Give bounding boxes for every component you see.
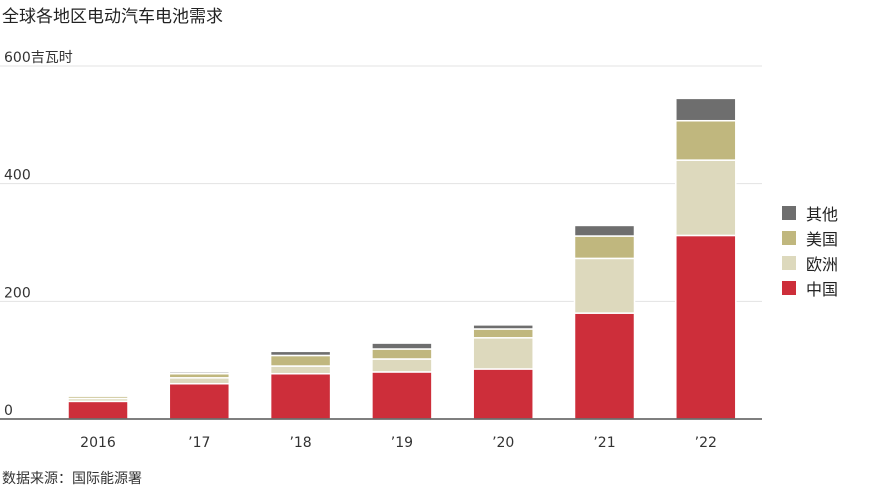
bar-segment — [573, 235, 636, 260]
legend-swatch-usa — [782, 230, 796, 245]
legend-item-china: 中国 — [782, 275, 838, 300]
bar-segment — [371, 342, 433, 350]
y-tick-label: 200 — [4, 285, 31, 301]
bar-segment — [675, 119, 737, 161]
legend-label-china: 中国 — [806, 279, 839, 299]
bar-segment — [269, 350, 332, 357]
legend-swatch-other — [782, 205, 796, 220]
bar-segment — [472, 368, 534, 420]
bar-segment — [168, 377, 231, 385]
x-tick-label: ’21 — [593, 435, 615, 451]
bar-segment — [573, 224, 636, 237]
bar-segment — [472, 324, 534, 330]
bar-segment — [67, 400, 129, 420]
bar-segment — [168, 382, 231, 420]
bar-segment — [269, 354, 332, 367]
x-tick-label: ’18 — [289, 435, 311, 451]
y-tick-label: 400 — [4, 168, 31, 184]
legend-label-europe: 欧洲 — [806, 254, 839, 274]
bar-segment — [573, 257, 636, 314]
bar-segment — [269, 372, 332, 420]
legend-swatch-europe — [782, 255, 796, 270]
x-tick-label: ’20 — [492, 435, 514, 451]
chart-title: 全球各地区电动汽车电池需求 — [2, 7, 223, 27]
bar-segment — [371, 358, 433, 373]
y-tick-label: 600吉瓦时 — [4, 50, 73, 66]
bar-segment — [675, 159, 737, 237]
x-tick-label: ’17 — [188, 435, 210, 451]
bar-segment — [371, 348, 433, 360]
bar-segment — [472, 328, 534, 339]
bar-segment — [67, 394, 129, 397]
y-tick-label: 0 — [4, 403, 13, 419]
x-tick-label: ’22 — [695, 435, 717, 451]
legend-label-usa: 美国 — [806, 229, 839, 249]
legend-swatch-china — [782, 280, 796, 295]
x-tick-label: ’19 — [391, 435, 413, 451]
bar-segment — [675, 234, 737, 420]
legend-item-usa: 美国 — [782, 225, 838, 250]
bar-segment — [168, 371, 231, 375]
source-note: 数据来源：国际能源署 — [2, 471, 142, 487]
bar-segment — [269, 365, 332, 375]
bar-segment — [675, 97, 737, 122]
legend: 其他 美国 欧洲 中国 — [782, 200, 838, 300]
legend-label-other: 其他 — [806, 204, 839, 224]
legend-item-other: 其他 — [782, 200, 838, 225]
bar-segment — [472, 337, 534, 370]
legend-item-europe: 欧洲 — [782, 250, 838, 275]
x-tick-label: 2016 — [80, 435, 116, 451]
bar-segment — [573, 312, 636, 420]
bar-segment — [371, 371, 433, 420]
